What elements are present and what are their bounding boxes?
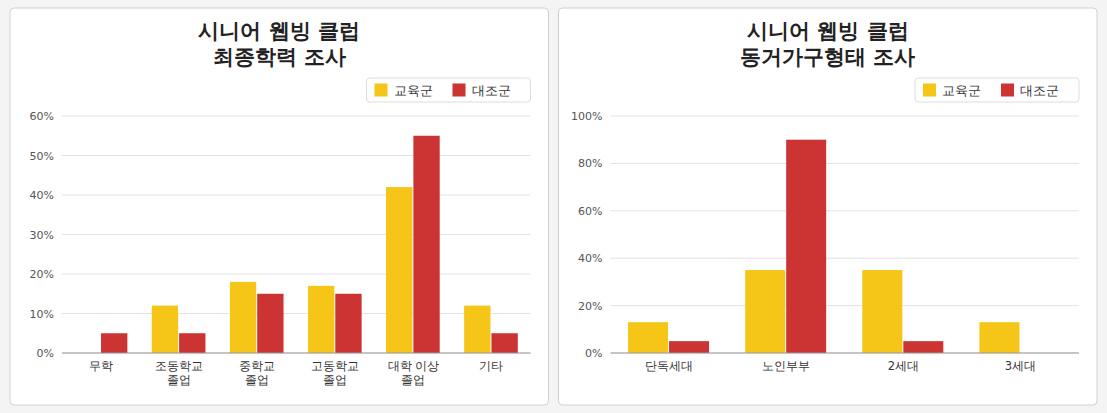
- bar: [335, 294, 361, 353]
- grid-line: [62, 155, 531, 156]
- y-tick-label: 0%: [37, 347, 54, 360]
- y-tick-label: 30%: [30, 229, 54, 242]
- y-tick-label: 50%: [30, 150, 54, 163]
- legend-swatch: [923, 84, 936, 97]
- grid-line: [62, 274, 531, 275]
- x-tick-label: 3세대: [1005, 359, 1036, 373]
- legend-label: 교육군: [942, 83, 981, 98]
- legend-swatch: [453, 84, 466, 97]
- bar: [179, 333, 205, 353]
- text-line: 3세대: [1005, 359, 1036, 373]
- legend: 교육군 대조군: [915, 78, 1079, 102]
- legend-swatch: [1001, 84, 1014, 97]
- legend-label: 대조군: [1020, 83, 1059, 98]
- bar: [669, 341, 709, 353]
- x-tick-label: 무학: [89, 359, 113, 373]
- grid-line: [62, 353, 531, 354]
- grid-line: [62, 234, 531, 235]
- panel-background: [559, 8, 1098, 405]
- text-line: 무학: [89, 359, 113, 373]
- y-tick-label: 60%: [30, 110, 54, 123]
- x-tick-label: 중학교졸업: [239, 359, 275, 387]
- legend-label: 대조군: [472, 83, 511, 98]
- bar: [491, 333, 517, 353]
- text-line: 중학교: [239, 359, 275, 373]
- bar: [230, 282, 256, 353]
- bar-group: [101, 136, 518, 353]
- y-tick-label: 20%: [578, 300, 602, 313]
- bar: [862, 270, 902, 353]
- grid-line: [611, 210, 1080, 211]
- x-tick-label: 노인부부: [762, 359, 810, 373]
- legend-frame: [915, 78, 1079, 102]
- x-tick-label: 2세대: [888, 359, 919, 373]
- bar: [745, 270, 785, 353]
- text-line: 단독세대: [645, 359, 693, 373]
- chart-panel: 시니어 웹빙 클럽동거가구형태 조사 0% 20% 40% 60% 80% 100% 단독세대…: [559, 8, 1098, 405]
- chart-root: 시니어 웹빙 클럽최종학력 조사0%10%20%30%40%50%60%무학조동…: [0, 0, 1107, 413]
- x-tick-label: 단독세대: [645, 359, 693, 373]
- chart-title: 시니어 웹빙 클럽동거가구형태 조사: [740, 19, 915, 69]
- x-axis-line: [611, 353, 1080, 354]
- y-tick-label: 0%: [585, 347, 602, 360]
- panel-background: [10, 8, 549, 405]
- legend-label: 교육군: [394, 83, 433, 98]
- bar: [413, 136, 439, 353]
- text-line: 2세대: [888, 359, 919, 373]
- grid-line: [611, 258, 1080, 259]
- y-tick-label: 40%: [30, 189, 54, 202]
- bar: [979, 322, 1019, 353]
- text-line: 졸업: [245, 373, 269, 387]
- text-line: 시니어 웹빙 클럽: [198, 19, 360, 43]
- y-tick-label: 40%: [578, 252, 602, 265]
- x-tick-label: 조동학교졸업: [155, 359, 203, 387]
- legend-frame: [367, 78, 531, 102]
- bar: [101, 333, 127, 353]
- text-line: 동거가구형태 조사: [740, 45, 915, 69]
- text-line: 조동학교: [155, 359, 203, 373]
- legend-swatch: [375, 84, 388, 97]
- legend: 교육군 대조군: [367, 78, 531, 102]
- bar: [386, 187, 412, 353]
- bar: [152, 306, 178, 353]
- x-tick-label: 대학 이상졸업: [388, 359, 440, 387]
- bar: [628, 322, 668, 353]
- text-line: 졸업: [401, 373, 425, 387]
- grid-line: [611, 305, 1080, 306]
- y-tick-label: 60%: [578, 205, 602, 218]
- bar: [257, 294, 283, 353]
- x-tick-label: 고동학교졸업: [311, 359, 359, 387]
- chart-title: 시니어 웹빙 클럽최종학력 조사: [198, 19, 360, 69]
- text-line: 노인부부: [762, 359, 810, 373]
- y-tick-label: 100%: [571, 110, 602, 123]
- text-line: 대학 이상: [388, 359, 440, 373]
- grid-line: [62, 313, 531, 314]
- grid-line: [611, 353, 1080, 354]
- grid-line: [62, 195, 531, 196]
- grid-line: [611, 163, 1080, 164]
- text-line: 시니어 웹빙 클럽: [747, 19, 909, 43]
- x-tick-label: 기타: [479, 359, 503, 373]
- x-axis-line: [62, 353, 531, 354]
- text-line: 고동학교: [311, 359, 359, 373]
- text-line: 최종학력 조사: [213, 45, 346, 69]
- y-tick-label: 80%: [578, 157, 602, 170]
- bar: [786, 140, 826, 353]
- bar: [464, 306, 490, 353]
- bar: [903, 341, 943, 353]
- bar-group: [628, 140, 1019, 353]
- bar: [308, 286, 334, 353]
- y-tick-label: 10%: [30, 308, 54, 321]
- y-tick-label: 20%: [30, 268, 54, 281]
- grid-line: [611, 116, 1080, 117]
- text-line: 기타: [479, 359, 503, 373]
- chart-panel: 시니어 웹빙 클럽최종학력 조사 0% 10% 20% 30% 40% 50% 60% 무학 조동…: [10, 8, 549, 405]
- text-line: 졸업: [167, 373, 191, 387]
- text-line: 졸업: [323, 373, 347, 387]
- grid-line: [62, 116, 531, 117]
